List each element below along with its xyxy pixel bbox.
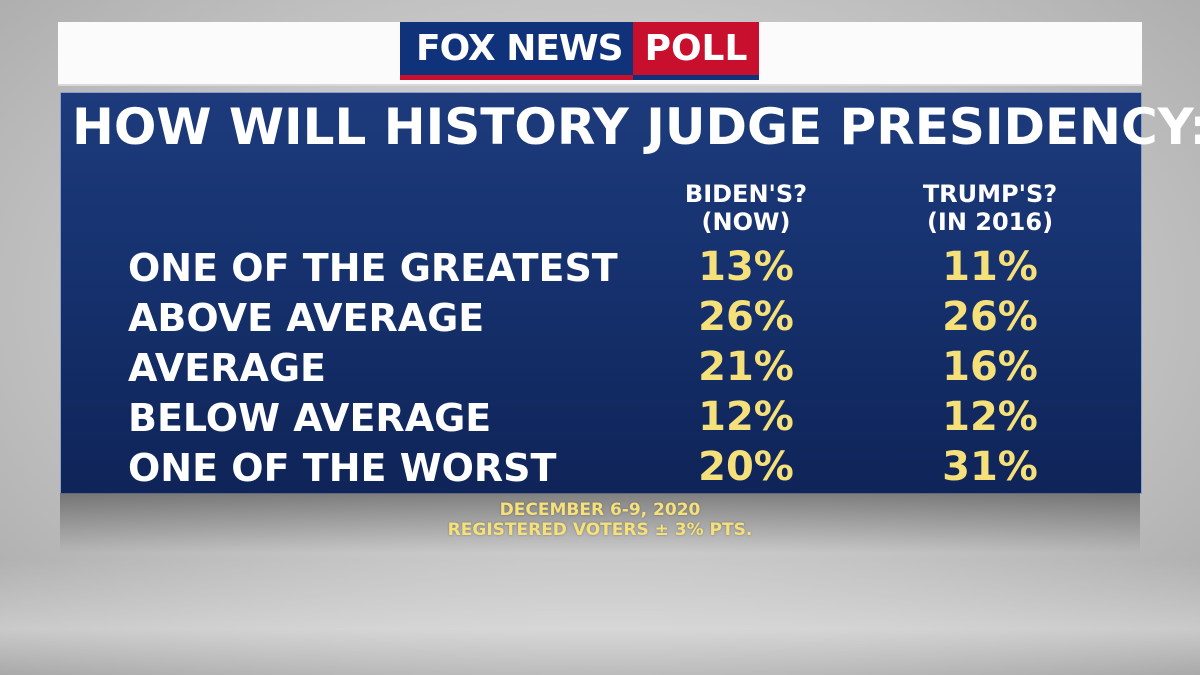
poll-footer: DECEMBER 6-9, 2020 REGISTERED VOTERS ± 3… [60,500,1140,540]
fox-news-wordmark: FOX NEWS [400,22,633,80]
row-label: AVERAGE [128,346,327,390]
column-header-biden-line2: (NOW) [701,208,791,236]
trump-value: 11% [942,244,1038,290]
background-band [0,560,1200,675]
fox-news-text: FOX NEWS [416,28,624,69]
poll-text: POLL [644,28,748,69]
chart-title: HOW WILL HISTORY JUDGE PRESIDENCY: [72,98,1200,156]
poll-sample: REGISTERED VOTERS ± 3% PTS. [447,520,753,540]
biden-value: 12% [698,394,794,440]
row-label: ONE OF THE GREATEST [128,246,618,290]
biden-value: 26% [698,294,794,340]
biden-value: 20% [698,444,794,490]
biden-value: 21% [698,344,794,390]
trump-value: 12% [942,394,1038,440]
column-header-trump-line2: (IN 2016) [926,208,1054,236]
trump-value: 31% [942,444,1038,490]
column-header-biden-line1: BIDEN'S? [684,180,808,208]
poll-date: DECEMBER 6-9, 2020 [499,500,701,520]
poll-wordmark: POLL [632,22,760,80]
column-header-biden: BIDEN'S? (NOW) [666,180,826,236]
column-header-trump: TRUMP'S? (IN 2016) [910,180,1070,236]
fox-news-poll-logo: FOX NEWS POLL [400,22,760,80]
footer-shadow [60,493,1140,553]
trump-value: 16% [942,344,1038,390]
trump-value: 26% [942,294,1038,340]
row-label: ONE OF THE WORST [128,446,557,490]
row-label: ABOVE AVERAGE [128,296,485,340]
biden-value: 13% [698,244,794,290]
column-header-trump-line1: TRUMP'S? [922,180,1058,208]
poll-panel [60,92,1142,494]
row-label: BELOW AVERAGE [128,396,492,440]
